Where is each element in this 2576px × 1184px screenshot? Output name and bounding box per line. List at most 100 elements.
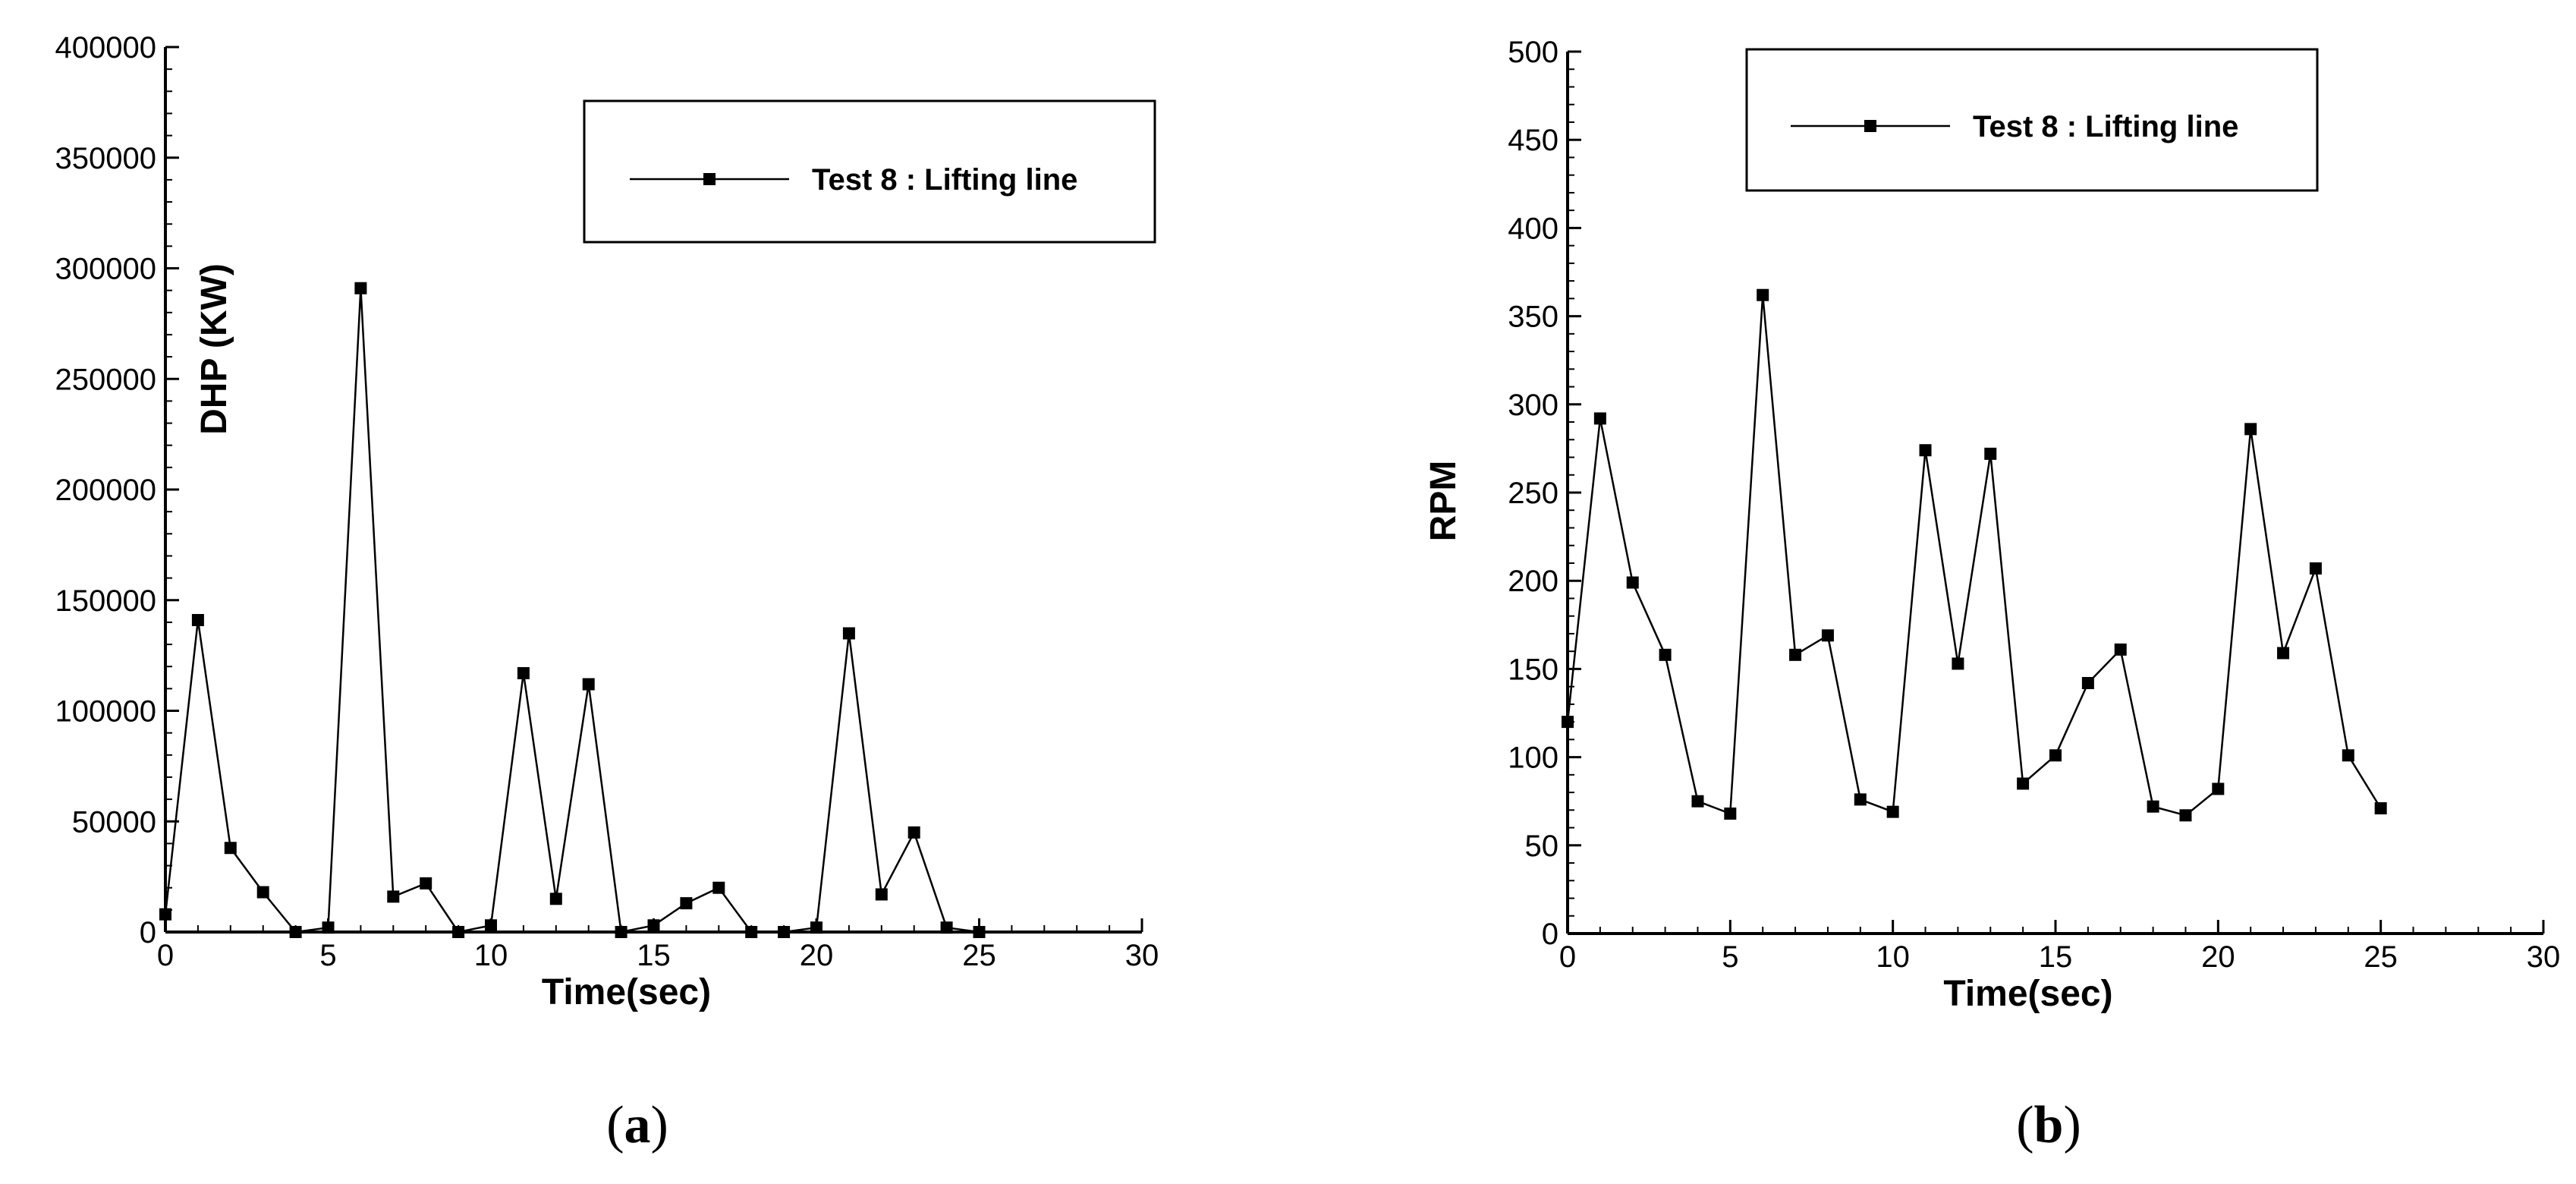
data-point bbox=[2277, 647, 2290, 660]
x-axis-title: Time(sec) bbox=[1943, 974, 2112, 1014]
x-tick-label: 30 bbox=[2527, 940, 2561, 974]
y-tick-label: 300000 bbox=[55, 253, 156, 286]
y-axis-title: DHP (KW) bbox=[194, 263, 234, 435]
data-point bbox=[2179, 809, 2192, 822]
data-point bbox=[1886, 805, 1899, 818]
data-point bbox=[1952, 657, 1964, 670]
y-tick-label: 150000 bbox=[55, 584, 156, 618]
y-tick-label: 100 bbox=[1508, 742, 1558, 775]
data-point bbox=[1593, 412, 1606, 425]
y-tick-label: 450 bbox=[1508, 124, 1558, 157]
y-tick-label: 0 bbox=[140, 916, 156, 949]
x-tick-label: 5 bbox=[1722, 940, 1738, 974]
y-tick-label: 200 bbox=[1508, 565, 1558, 598]
legend: Test 8 : Lifting line bbox=[1745, 48, 2319, 192]
x-tick-label: 10 bbox=[474, 939, 508, 972]
data-point bbox=[354, 282, 367, 294]
panel-label-b: (b) bbox=[2016, 1096, 2081, 1154]
data-point bbox=[810, 921, 822, 934]
data-point bbox=[2342, 749, 2354, 762]
x-tick-label: 0 bbox=[1559, 940, 1576, 974]
y-tick-label: 350000 bbox=[55, 142, 156, 175]
data-point bbox=[973, 926, 986, 938]
x-tick-label: 0 bbox=[157, 939, 174, 972]
data-point bbox=[452, 926, 465, 938]
data-point bbox=[485, 919, 497, 932]
legend-entry: Test 8 : Lifting line bbox=[812, 163, 1077, 197]
data-point bbox=[256, 886, 269, 899]
data-point bbox=[778, 926, 791, 938]
data-point bbox=[159, 908, 171, 921]
y-tick-label: 200000 bbox=[55, 474, 156, 507]
x-axis-title: Time(sec) bbox=[542, 972, 711, 1012]
data-point bbox=[2049, 749, 2062, 762]
data-point bbox=[1821, 629, 1834, 642]
data-point bbox=[224, 842, 237, 855]
data-point bbox=[680, 897, 693, 910]
x-tick-label: 15 bbox=[2039, 940, 2073, 974]
y-tick-label: 300 bbox=[1508, 389, 1558, 422]
y-tick-label: 100000 bbox=[55, 695, 156, 729]
data-point bbox=[712, 881, 725, 894]
data-point bbox=[2244, 423, 2257, 436]
x-tick-label: 25 bbox=[2364, 940, 2398, 974]
data-point bbox=[1626, 576, 1639, 589]
data-point bbox=[2114, 643, 2127, 656]
legend-box bbox=[1745, 48, 2319, 192]
series-line bbox=[164, 288, 980, 934]
data-point bbox=[191, 613, 204, 626]
x-tick-label: 10 bbox=[1876, 940, 1910, 974]
y-tick-label: 0 bbox=[1542, 918, 1558, 951]
legend-box bbox=[583, 99, 1156, 244]
data-point bbox=[745, 926, 758, 938]
data-point bbox=[322, 921, 335, 934]
x-tick-label: 20 bbox=[800, 939, 834, 972]
data-point bbox=[2212, 783, 2225, 795]
y-tick-label: 500 bbox=[1508, 36, 1558, 69]
y-tick-label: 250 bbox=[1508, 477, 1558, 510]
x-tick-label: 5 bbox=[319, 939, 336, 972]
data-point bbox=[1757, 288, 1769, 301]
x-tick-label: 25 bbox=[962, 939, 996, 972]
y-tick-label: 250000 bbox=[55, 363, 156, 396]
data-point bbox=[907, 826, 920, 839]
data-point bbox=[615, 926, 627, 938]
y-tick-label: 50 bbox=[1525, 830, 1559, 863]
panel-label-a: (a) bbox=[606, 1096, 668, 1154]
data-point bbox=[2374, 801, 2387, 814]
legend: Test 8 : Lifting line bbox=[583, 99, 1156, 244]
legend-marker-sample bbox=[1864, 120, 1876, 132]
data-point bbox=[842, 627, 855, 640]
data-point bbox=[2017, 777, 2030, 790]
data-point bbox=[1854, 793, 1867, 806]
y-tick-label: 400000 bbox=[55, 31, 156, 65]
data-point bbox=[549, 893, 562, 905]
y-tick-label: 400 bbox=[1508, 212, 1558, 245]
y-axis-title: RPM bbox=[1423, 461, 1464, 542]
y-tick-label: 350 bbox=[1508, 301, 1558, 334]
y-tick-label: 150 bbox=[1508, 653, 1558, 686]
data-point bbox=[1659, 648, 1672, 661]
data-point bbox=[1691, 795, 1704, 808]
data-point bbox=[2309, 562, 2322, 575]
legend-entry: Test 8 : Lifting line bbox=[1973, 110, 2238, 143]
data-point bbox=[582, 678, 595, 691]
data-point bbox=[289, 926, 302, 938]
chart-rpm-vs-time: 0 5 10 15 20 25 300501001502002503003504004505… bbox=[1423, 36, 2560, 1014]
x-tick-label: 15 bbox=[637, 939, 671, 972]
data-point bbox=[940, 921, 953, 934]
x-tick-label: 20 bbox=[2201, 940, 2235, 974]
data-point bbox=[2147, 800, 2159, 813]
data-point bbox=[1984, 447, 1997, 460]
series-line bbox=[1566, 294, 2382, 817]
data-point bbox=[1789, 648, 1802, 661]
legend-marker-sample bbox=[703, 173, 716, 185]
x-tick-label: 30 bbox=[1125, 939, 1159, 972]
data-point bbox=[875, 888, 888, 901]
data-point bbox=[647, 919, 660, 932]
data-point bbox=[387, 890, 400, 903]
data-point bbox=[2081, 676, 2094, 689]
data-point bbox=[517, 666, 530, 679]
data-point bbox=[1919, 444, 1932, 457]
